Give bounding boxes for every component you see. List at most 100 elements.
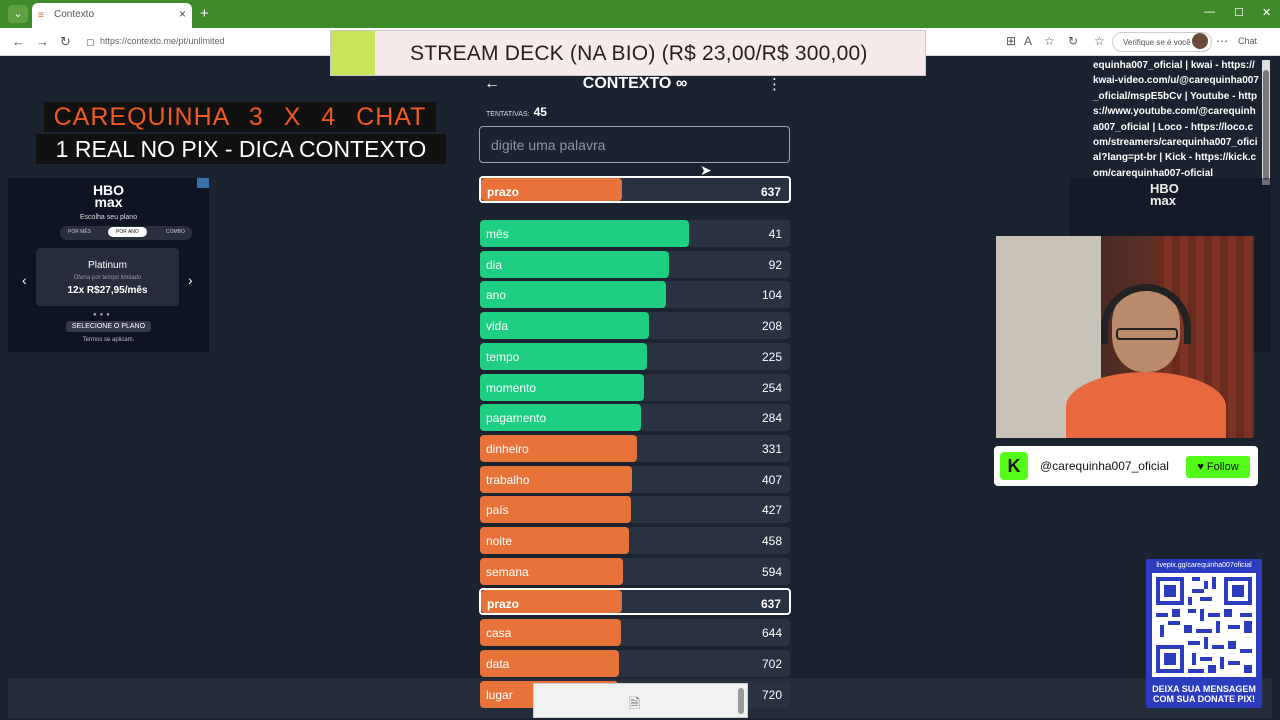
chat-title: CAREQUINHA 3 X 4 CHAT bbox=[44, 102, 436, 132]
reload-icon[interactable]: ↻ bbox=[60, 34, 71, 49]
ad-tab-combo[interactable]: COMBO bbox=[166, 229, 185, 235]
guess-row: semana 594 bbox=[480, 557, 790, 585]
qr-code-graphic bbox=[1156, 577, 1252, 673]
tab-contexto[interactable]: ≡ Contexto × bbox=[32, 3, 192, 28]
scrollbar-thumb[interactable] bbox=[1263, 70, 1269, 180]
guess-row: data 702 bbox=[480, 649, 790, 677]
qr-code bbox=[1152, 573, 1256, 677]
guess-row: dinheiro 331 bbox=[480, 434, 790, 462]
guess-word: noite bbox=[486, 534, 513, 548]
address-bar[interactable]: https://contexto.me/pt/unlimited bbox=[100, 36, 225, 46]
forward-icon[interactable]: → bbox=[36, 34, 49, 49]
page-scrollbar[interactable] bbox=[1262, 60, 1270, 185]
guess-rank: 208 bbox=[761, 319, 782, 334]
ad-plan-price: 12x R$27,95/mês bbox=[67, 285, 148, 296]
read-aloud-icon[interactable]: A bbox=[1024, 34, 1033, 48]
guess-word: prazo bbox=[487, 597, 520, 612]
back-arrow-icon[interactable]: ← bbox=[484, 75, 500, 92]
contexto-game: ← CONTEXTO ∞ ⋮ TENTATIVAS:45 prazo 637 mês… bbox=[478, 68, 792, 718]
guess-word: país bbox=[486, 503, 509, 518]
guess-word: dinheiro bbox=[486, 441, 529, 456]
new-tab-icon[interactable]: + bbox=[200, 5, 209, 22]
guess-word: mês bbox=[486, 227, 509, 241]
apps-icon[interactable]: ⊞ bbox=[1006, 34, 1017, 48]
guess-row: trabalho 407 bbox=[480, 465, 790, 493]
hbo-max-logo-duplicate: HBO max bbox=[1150, 181, 1179, 208]
chat-subtitle: 1 REAL NO PIX - DICA CONTEXTO bbox=[36, 134, 446, 164]
maximize-icon[interactable]: ☐ bbox=[1234, 7, 1244, 19]
guess-word: vida bbox=[486, 319, 509, 334]
kebab-menu-icon[interactable]: ⋮ bbox=[767, 76, 782, 93]
guess-proximity-bar bbox=[480, 465, 632, 493]
guess-rank: 331 bbox=[761, 441, 782, 456]
attempts-label: TENTATIVAS: bbox=[486, 111, 530, 118]
streamer-shirt bbox=[1066, 372, 1226, 438]
minimize-icon[interactable]: — bbox=[1204, 6, 1215, 18]
guess-rank: 284 bbox=[761, 411, 782, 426]
refresh-extension-icon[interactable]: ↻ bbox=[1068, 34, 1079, 48]
guess-row: prazo 637 bbox=[479, 176, 791, 203]
glasses bbox=[1116, 328, 1178, 340]
guess-word: data bbox=[486, 656, 510, 671]
back-icon[interactable]: ← bbox=[12, 34, 25, 49]
social-links-ticker: equinha007_oficial | kwai - https://kwai… bbox=[1093, 60, 1259, 179]
guess-word: lugar bbox=[486, 687, 513, 702]
ad-plan-name: Platinum bbox=[88, 260, 127, 271]
guess-proximity-bar bbox=[480, 527, 629, 554]
guess-rank: 637 bbox=[760, 597, 781, 612]
guess-proximity-bar bbox=[481, 178, 622, 201]
guess-rank: 702 bbox=[761, 656, 782, 671]
guess-word: momento bbox=[486, 380, 537, 395]
ad-prev-icon[interactable]: ‹ bbox=[22, 272, 27, 288]
guess-rank: 720 bbox=[761, 687, 782, 702]
guess-word: trabalho bbox=[486, 472, 530, 487]
kick-logo-icon: K bbox=[1000, 452, 1028, 480]
ad-select-plan-button[interactable]: SELECIONE O PLANO bbox=[8, 321, 209, 332]
popup-scrollbar[interactable] bbox=[738, 688, 744, 714]
guess-rank: 92 bbox=[768, 257, 782, 272]
kick-username: @carequinha007_oficial bbox=[1040, 459, 1169, 473]
kick-follow-card: K @carequinha007_oficial ♥ Follow bbox=[994, 446, 1258, 486]
download-popup[interactable]: 🗎 bbox=[533, 683, 748, 718]
site-info-icon[interactable]: ▢ bbox=[86, 37, 95, 47]
close-window-icon[interactable]: ✕ bbox=[1262, 7, 1272, 19]
favorite-star-icon[interactable]: ☆ bbox=[1044, 34, 1055, 48]
guess-row: mês 41 bbox=[480, 220, 790, 247]
copilot-chat-button[interactable]: Chat bbox=[1238, 36, 1258, 46]
mouse-cursor-icon: ➤ bbox=[700, 162, 712, 178]
guess-rank: 41 bbox=[768, 227, 782, 241]
guess-row: prazo 637 bbox=[479, 588, 791, 616]
guess-row: casa 644 bbox=[480, 619, 790, 647]
guess-proximity-bar bbox=[480, 557, 623, 585]
ad-plan-tabs: POR MÊS POR ANO COMBO bbox=[60, 226, 192, 240]
profile-pill[interactable]: Verifique se é você bbox=[1112, 32, 1212, 52]
word-input[interactable] bbox=[479, 126, 790, 163]
ad-next-icon[interactable]: › bbox=[188, 272, 193, 288]
hbo-max-logo: HBO max bbox=[92, 182, 125, 210]
kick-follow-button[interactable]: ♥ Follow bbox=[1186, 456, 1250, 478]
close-tab-icon[interactable]: × bbox=[178, 7, 186, 21]
ad-tab-monthly[interactable]: POR MÊS bbox=[68, 229, 92, 235]
guess-row: pagamento 284 bbox=[480, 404, 790, 432]
extension-icon[interactable]: ☆ bbox=[1094, 34, 1105, 48]
guess-proximity-bar bbox=[480, 649, 619, 677]
browser-tab-bar: ⌄ ≡ Contexto × + — ☐ ✕ bbox=[0, 0, 1280, 28]
attempts-counter: TENTATIVAS: 45 bbox=[486, 105, 547, 119]
guess-proximity-bar bbox=[480, 250, 669, 278]
guess-row: momento 254 bbox=[480, 373, 790, 401]
guess-rank: 458 bbox=[761, 534, 782, 548]
guess-proximity-bar bbox=[480, 220, 689, 247]
more-icon[interactable]: ⋯ bbox=[1216, 34, 1228, 48]
ad-tab-annual[interactable]: POR ANO bbox=[108, 227, 147, 237]
guess-rank: 637 bbox=[760, 185, 781, 199]
hbo-max-ad[interactable]: HBO max Escolha seu plano POR MÊS POR ANO… bbox=[8, 178, 209, 352]
ad-info-badge[interactable] bbox=[197, 178, 209, 188]
guess-proximity-bar bbox=[481, 590, 622, 614]
guess-proximity-bar bbox=[480, 619, 621, 647]
profile-avatar[interactable] bbox=[1192, 33, 1208, 49]
guess-rank: 427 bbox=[761, 503, 782, 518]
tab-menu-button[interactable]: ⌄ bbox=[8, 5, 28, 23]
guess-word: dia bbox=[486, 257, 503, 272]
guess-word: semana bbox=[486, 564, 529, 579]
guess-row: país 427 bbox=[480, 496, 790, 524]
